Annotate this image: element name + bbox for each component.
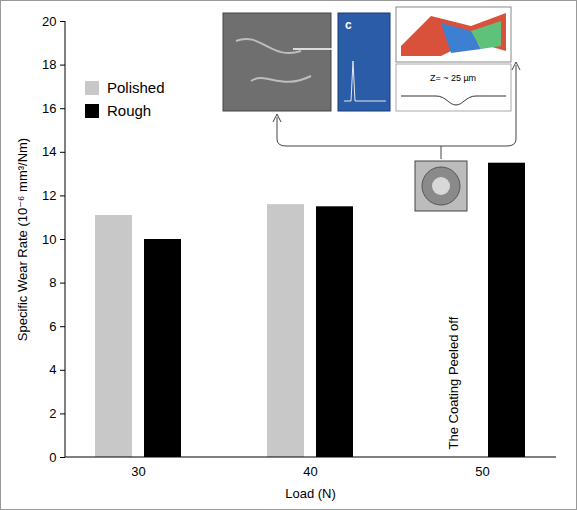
svg-text:30: 30	[131, 464, 145, 479]
svg-text:18: 18	[42, 57, 56, 72]
svg-text:50: 50	[475, 464, 489, 479]
svg-text:c: c	[345, 18, 352, 32]
svg-text:Z= ~ 25 µm: Z= ~ 25 µm	[430, 73, 476, 83]
svg-text:16: 16	[42, 101, 56, 116]
html-text:Rough: Rough	[107, 102, 152, 119]
svg-text:8: 8	[49, 275, 56, 290]
svg-text:Load (N): Load (N)	[285, 486, 336, 501]
svg-text:10: 10	[42, 232, 56, 247]
svg-text:2: 2	[49, 406, 56, 421]
svg-text:Specific Wear Rate (10⁻⁶ mm³/N: Specific Wear Rate (10⁻⁶ mm³/Nm)	[15, 138, 30, 341]
svg-text:6: 6	[49, 319, 56, 334]
svg-text:40: 40	[303, 464, 317, 479]
svg-text:14: 14	[42, 144, 56, 159]
svg-text:20: 20	[42, 14, 56, 29]
svg-text:4: 4	[49, 362, 56, 377]
html-text:Polished: Polished	[107, 79, 165, 96]
svg-text:0: 0	[49, 450, 56, 465]
svg-text:The Coating Peeled off: The Coating Peeled off	[446, 316, 461, 449]
svg-text:12: 12	[42, 188, 56, 203]
